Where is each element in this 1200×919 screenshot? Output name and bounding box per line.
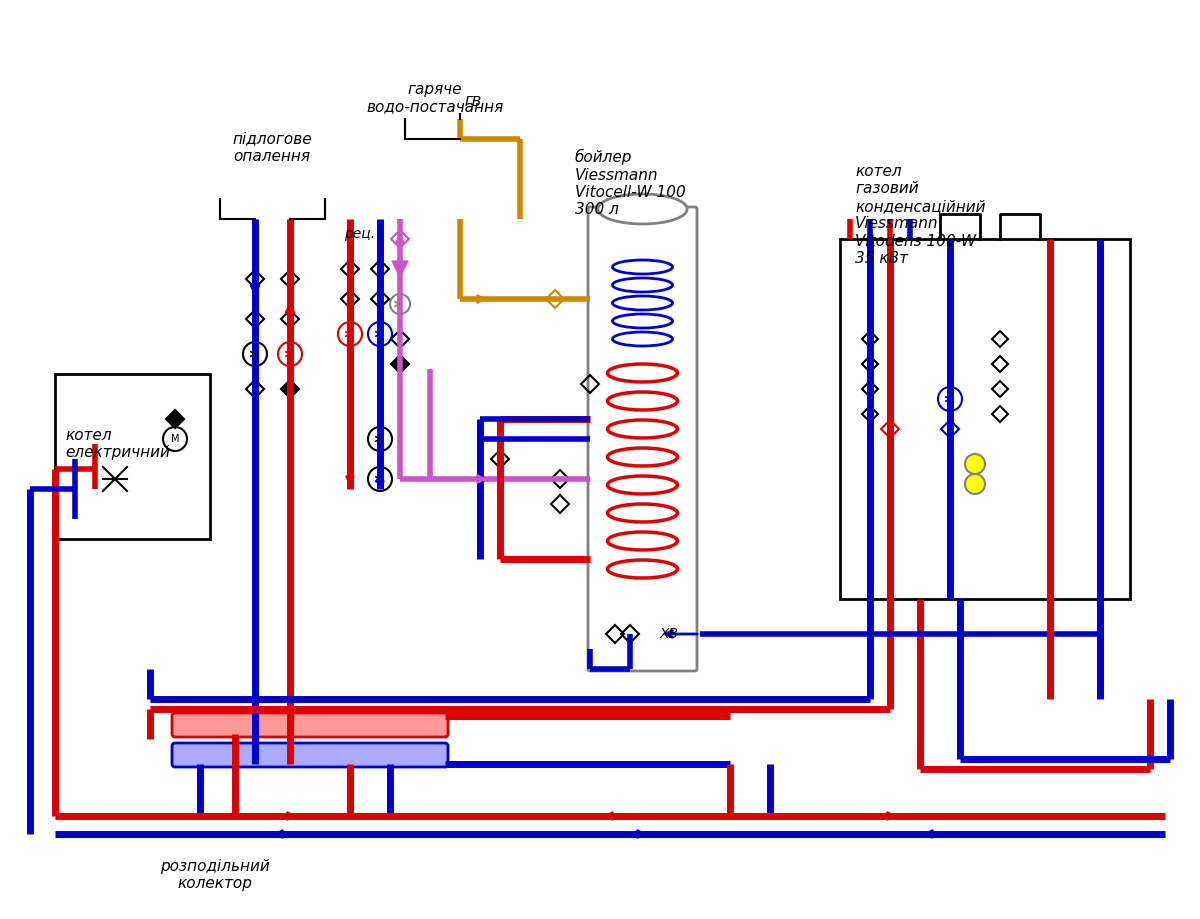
FancyBboxPatch shape [172,743,448,767]
Text: рец.: рец. [344,227,374,241]
Text: ГВ: ГВ [466,95,482,109]
Text: гаряче
водо-постачання: гаряче водо-постачання [366,82,504,114]
Text: бойлер
Viessmann
Vitocell-W 100
300 л: бойлер Viessmann Vitocell-W 100 300 л [575,149,685,218]
FancyBboxPatch shape [172,713,448,737]
Bar [840,239,1130,599]
Text: M: M [170,434,179,444]
Circle shape [965,454,985,474]
FancyBboxPatch shape [588,207,697,671]
Bar [55,374,210,539]
Text: ХВ: ХВ [660,627,679,641]
Text: котел
електричний: котел електричний [65,428,170,460]
Ellipse shape [598,194,688,224]
Polygon shape [281,380,299,398]
Polygon shape [392,261,408,277]
Circle shape [965,474,985,494]
Polygon shape [166,410,184,428]
Text: котел
газовий
конденсаційний
Viessmann
Vitodens 100-W
35 кВт: котел газовий конденсаційний Viessmann V… [854,164,985,266]
Text: розподільний
колектор: розподільний колектор [160,859,270,891]
Polygon shape [391,355,409,373]
Text: підлогове
опалення: підлогове опалення [232,131,312,164]
